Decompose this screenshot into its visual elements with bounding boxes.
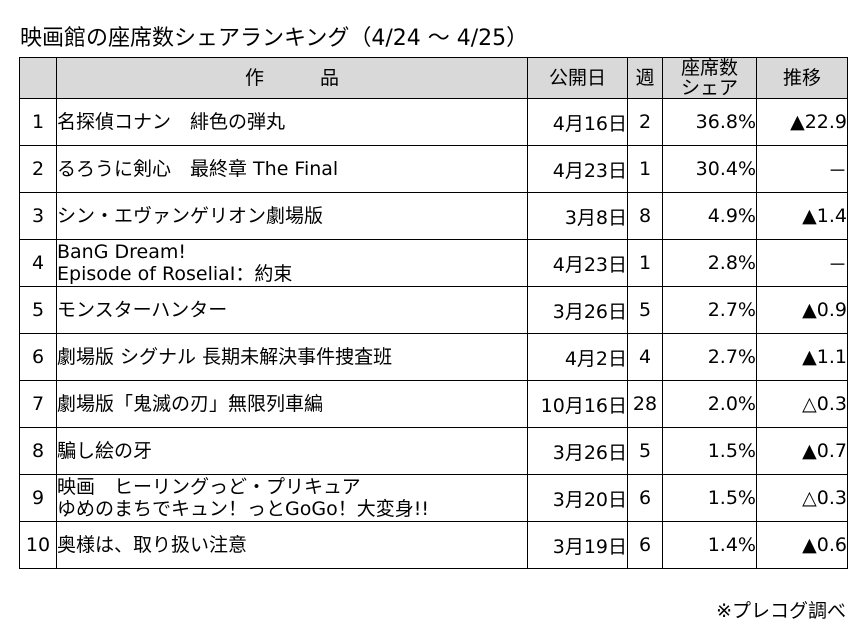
trend-cell: － <box>756 145 848 193</box>
title-line: Episode of RoseliaⅠ：約束 <box>57 263 293 285</box>
open-date-cell: 10月16日 <box>527 380 628 428</box>
trend-cell: ▲0.9 <box>756 286 848 334</box>
table-header-row: 作品 公開日 週 座席数 シェア 推移 <box>19 57 848 99</box>
open-date-cell: 3月20日 <box>527 474 628 522</box>
header-title: 作品 <box>56 57 528 99</box>
week-cell: 2 <box>627 98 663 146</box>
source-note: ※プレコグ調べ <box>716 600 846 622</box>
week-cell: 1 <box>627 239 663 287</box>
title-line: ゆめのまちでキュン！っとGoGo！大変身!! <box>57 498 429 520</box>
title-line: モンスターハンター <box>57 299 228 321</box>
week-cell: 4 <box>627 333 663 381</box>
week-cell: 5 <box>627 286 663 334</box>
title-cell: シン・エヴァンゲリオン劇場版 <box>56 192 528 240</box>
title-cell: 騙し絵の牙 <box>56 427 528 475</box>
title-line: 劇場版「鬼滅の刃」無限列車編 <box>57 393 324 415</box>
trend-cell: ▲0.7 <box>756 427 848 475</box>
open-date-cell: 4月23日 <box>527 239 628 287</box>
table-row: 2 るろうに剣心 最終章 The Final 4月23日 1 30.4% － <box>19 145 848 193</box>
week-cell: 5 <box>627 427 663 475</box>
title-cell: 劇場版「鬼滅の刃」無限列車編 <box>56 380 528 428</box>
open-date-cell: 3月26日 <box>527 427 628 475</box>
rank-cell: 7 <box>19 380 57 428</box>
rank-cell: 4 <box>19 239 57 287</box>
share-cell: 30.4% <box>662 145 757 193</box>
title-cell: 奥様は、取り扱い注意 <box>56 521 528 569</box>
table-row: 3 シン・エヴァンゲリオン劇場版 3月8日 8 4.9% ▲1.4 <box>19 192 848 240</box>
title-line: BanG Dream! <box>57 241 186 263</box>
header-share-line2: シェア <box>680 77 738 99</box>
open-date-cell: 4月2日 <box>527 333 628 381</box>
table-row: 9 映画 ヒーリングっど・プリキュア ゆめのまちでキュン！っとGoGo！大変身!! 3… <box>19 474 848 522</box>
share-cell: 2.7% <box>662 286 757 334</box>
title-line: るろうに剣心 最終章 The Final <box>57 158 339 180</box>
week-cell: 6 <box>627 521 663 569</box>
header-open-date: 公開日 <box>527 57 628 99</box>
header-share: 座席数 シェア <box>662 57 757 99</box>
share-cell: 2.0% <box>662 380 757 428</box>
trend-cell: △0.3 <box>756 474 848 522</box>
header-rank <box>19 57 57 99</box>
open-date-cell: 3月26日 <box>527 286 628 334</box>
share-cell: 2.8% <box>662 239 757 287</box>
title-line: 騙し絵の牙 <box>57 440 153 462</box>
header-share-line1: 座席数 <box>680 57 738 79</box>
rank-cell: 1 <box>19 98 57 146</box>
open-date-cell: 4月23日 <box>527 145 628 193</box>
header-title-left: 作 <box>244 67 264 89</box>
share-cell: 36.8% <box>662 98 757 146</box>
rank-cell: 8 <box>19 427 57 475</box>
title-line: 奥様は、取り扱い注意 <box>57 534 248 556</box>
table-row: 8 騙し絵の牙 3月26日 5 1.5% ▲0.7 <box>19 427 848 475</box>
rank-cell: 3 <box>19 192 57 240</box>
share-cell: 2.7% <box>662 333 757 381</box>
week-cell: 28 <box>627 380 663 428</box>
rank-cell: 6 <box>19 333 57 381</box>
title-cell: モンスターハンター <box>56 286 528 334</box>
trend-cell: ▲0.6 <box>756 521 848 569</box>
table-body: 1 名探偵コナン 緋色の弾丸 4月16日 2 36.8% ▲22.9 2 るろうに剣心 最終章… <box>19 98 848 569</box>
trend-cell: － <box>756 239 848 287</box>
open-date-cell: 3月8日 <box>527 192 628 240</box>
title-cell: 劇場版 シグナル 長期未解決事件捜査班 <box>56 333 528 381</box>
week-cell: 8 <box>627 192 663 240</box>
title-cell: るろうに剣心 最終章 The Final <box>56 145 528 193</box>
chart-title: 映画館の座席数シェアランキング（4/24 ～ 4/25） <box>20 26 529 51</box>
header-trend: 推移 <box>756 57 848 99</box>
title-cell: 映画 ヒーリングっど・プリキュア ゆめのまちでキュン！っとGoGo！大変身!! <box>56 474 528 522</box>
title-line: 映画 ヒーリングっど・プリキュア <box>57 476 361 498</box>
trend-cell: ▲1.1 <box>756 333 848 381</box>
share-cell: 1.5% <box>662 427 757 475</box>
share-cell: 1.4% <box>662 521 757 569</box>
title-line: シン・エヴァンゲリオン劇場版 <box>57 205 324 227</box>
header-week: 週 <box>627 57 663 99</box>
table-row: 7 劇場版「鬼滅の刃」無限列車編 10月16日 28 2.0% △0.3 <box>19 380 848 428</box>
open-date-cell: 4月16日 <box>527 98 628 146</box>
header-title-right: 品 <box>320 67 340 89</box>
ranking-table: 作品 公開日 週 座席数 シェア 推移 1 名探偵コナン 緋色の弾丸 4月16日 2 36… <box>19 57 848 569</box>
week-cell: 6 <box>627 474 663 522</box>
rank-cell: 10 <box>19 521 57 569</box>
title-cell: 名探偵コナン 緋色の弾丸 <box>56 98 528 146</box>
share-cell: 1.5% <box>662 474 757 522</box>
share-cell: 4.9% <box>662 192 757 240</box>
open-date-cell: 3月19日 <box>527 521 628 569</box>
table-row: 1 名探偵コナン 緋色の弾丸 4月16日 2 36.8% ▲22.9 <box>19 98 848 146</box>
trend-cell: ▲22.9 <box>756 98 848 146</box>
title-cell: BanG Dream! Episode of RoseliaⅠ：約束 <box>56 239 528 287</box>
trend-cell: ▲1.4 <box>756 192 848 240</box>
rank-cell: 5 <box>19 286 57 334</box>
table-row: 4 BanG Dream! Episode of RoseliaⅠ：約束 4月23日 1… <box>19 239 848 287</box>
table-row: 10 奥様は、取り扱い注意 3月19日 6 1.4% ▲0.6 <box>19 521 848 569</box>
rank-cell: 9 <box>19 474 57 522</box>
title-line: 劇場版 シグナル 長期未解決事件捜査班 <box>57 346 393 368</box>
trend-cell: △0.3 <box>756 380 848 428</box>
table-row: 6 劇場版 シグナル 長期未解決事件捜査班 4月2日 4 2.7% ▲1.1 <box>19 333 848 381</box>
rank-cell: 2 <box>19 145 57 193</box>
title-line: 名探偵コナン 緋色の弾丸 <box>57 111 286 133</box>
table-row: 5 モンスターハンター 3月26日 5 2.7% ▲0.9 <box>19 286 848 334</box>
week-cell: 1 <box>627 145 663 193</box>
